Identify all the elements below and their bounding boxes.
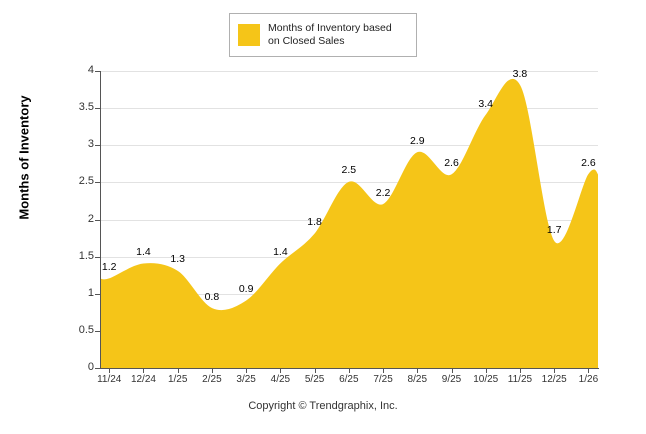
data-point-label: 1.7: [546, 223, 562, 236]
x-tick-mark: [109, 368, 111, 373]
x-tick-label: 4/25: [270, 374, 291, 385]
y-tick-label: 2: [87, 212, 94, 225]
x-tick-mark: [246, 368, 248, 373]
x-tick-mark: [417, 368, 419, 373]
x-tick-mark: [348, 368, 350, 373]
y-axis-title: Months of Inventory: [16, 95, 32, 220]
x-tick-label: 1/26: [578, 374, 599, 385]
y-tick-label: 3: [87, 138, 94, 151]
data-point-label: 2.6: [444, 156, 459, 169]
data-point-label: 0.9: [238, 283, 254, 296]
y-tick-mark: [95, 108, 100, 110]
x-tick-label: 5/25: [304, 374, 325, 385]
data-point-label: 3.4: [478, 97, 494, 110]
x-tick-mark: [588, 368, 590, 373]
x-tick-label: 3/25: [236, 374, 256, 385]
y-tick-label: 0: [87, 361, 94, 373]
y-tick-mark: [95, 71, 100, 72]
data-point-label: 1.2: [101, 260, 117, 273]
data-point-label: 2.9: [409, 134, 425, 147]
x-tick-label: 12/25: [541, 374, 567, 385]
x-tick-label: 9/25: [441, 374, 462, 385]
x-tick-label: 7/25: [373, 374, 393, 385]
x-tick-mark: [314, 368, 316, 373]
y-tick-label: 1: [87, 286, 94, 299]
gridline: [100, 71, 598, 72]
x-tick-mark: [177, 368, 179, 373]
plot-area: [100, 71, 598, 368]
data-point-label: 1.4: [273, 246, 288, 259]
x-tick-mark: [485, 368, 487, 373]
copyright-notice: Copyright © Trendgraphix, Inc.: [248, 400, 398, 412]
y-tick-mark: [95, 219, 100, 221]
y-tick-label: 1.5: [78, 249, 94, 262]
x-tick-label: 2/25: [202, 374, 222, 385]
x-tick-label: 10/25: [473, 374, 499, 385]
data-point-label: 2.5: [341, 164, 357, 177]
data-point-label: 0.8: [204, 290, 220, 303]
x-tick-label: 8/25: [407, 374, 428, 385]
x-tick-mark: [280, 368, 282, 373]
x-tick-mark: [519, 368, 521, 373]
x-tick-label: 11/24: [97, 374, 122, 385]
x-tick-mark: [383, 368, 385, 373]
legend-label: Months of Inventory based on Closed Sale…: [268, 22, 392, 47]
y-tick-mark: [95, 145, 100, 147]
y-axis-line: [100, 71, 101, 369]
x-tick-label: 6/25: [339, 374, 359, 385]
y-tick-mark: [95, 182, 100, 184]
y-tick-label: 2.5: [78, 175, 94, 188]
x-tick-label: 1/25: [167, 374, 188, 385]
x-tick-mark: [143, 368, 145, 373]
data-point-label: 2.2: [375, 186, 391, 199]
data-point-label: 2.6: [581, 156, 596, 169]
y-tick-mark: [95, 293, 100, 295]
gridline: [100, 108, 598, 110]
gridline: [100, 145, 598, 147]
data-point-label: 3.8: [512, 67, 528, 80]
y-tick-mark: [95, 368, 100, 369]
chart-legend: Months of Inventory based on Closed Sale…: [229, 13, 417, 57]
y-tick-label: 0.5: [78, 323, 94, 336]
x-tick-mark: [451, 368, 453, 373]
area-series-months-of-inventory: [100, 78, 598, 368]
x-tick-label: 11/25: [507, 374, 533, 385]
y-tick-label: 3.5: [78, 101, 94, 114]
x-tick-mark: [211, 368, 213, 373]
x-tick-mark: [554, 368, 556, 373]
y-tick-mark: [95, 256, 100, 258]
data-point-label: 1.8: [307, 216, 322, 229]
data-point-label: 1.4: [136, 246, 151, 259]
legend-color-swatch: [238, 24, 260, 46]
y-tick-label: 4: [87, 64, 94, 76]
data-point-label: 1.3: [170, 253, 185, 266]
y-tick-mark: [95, 330, 100, 332]
x-tick-label: 12/24: [130, 374, 156, 385]
